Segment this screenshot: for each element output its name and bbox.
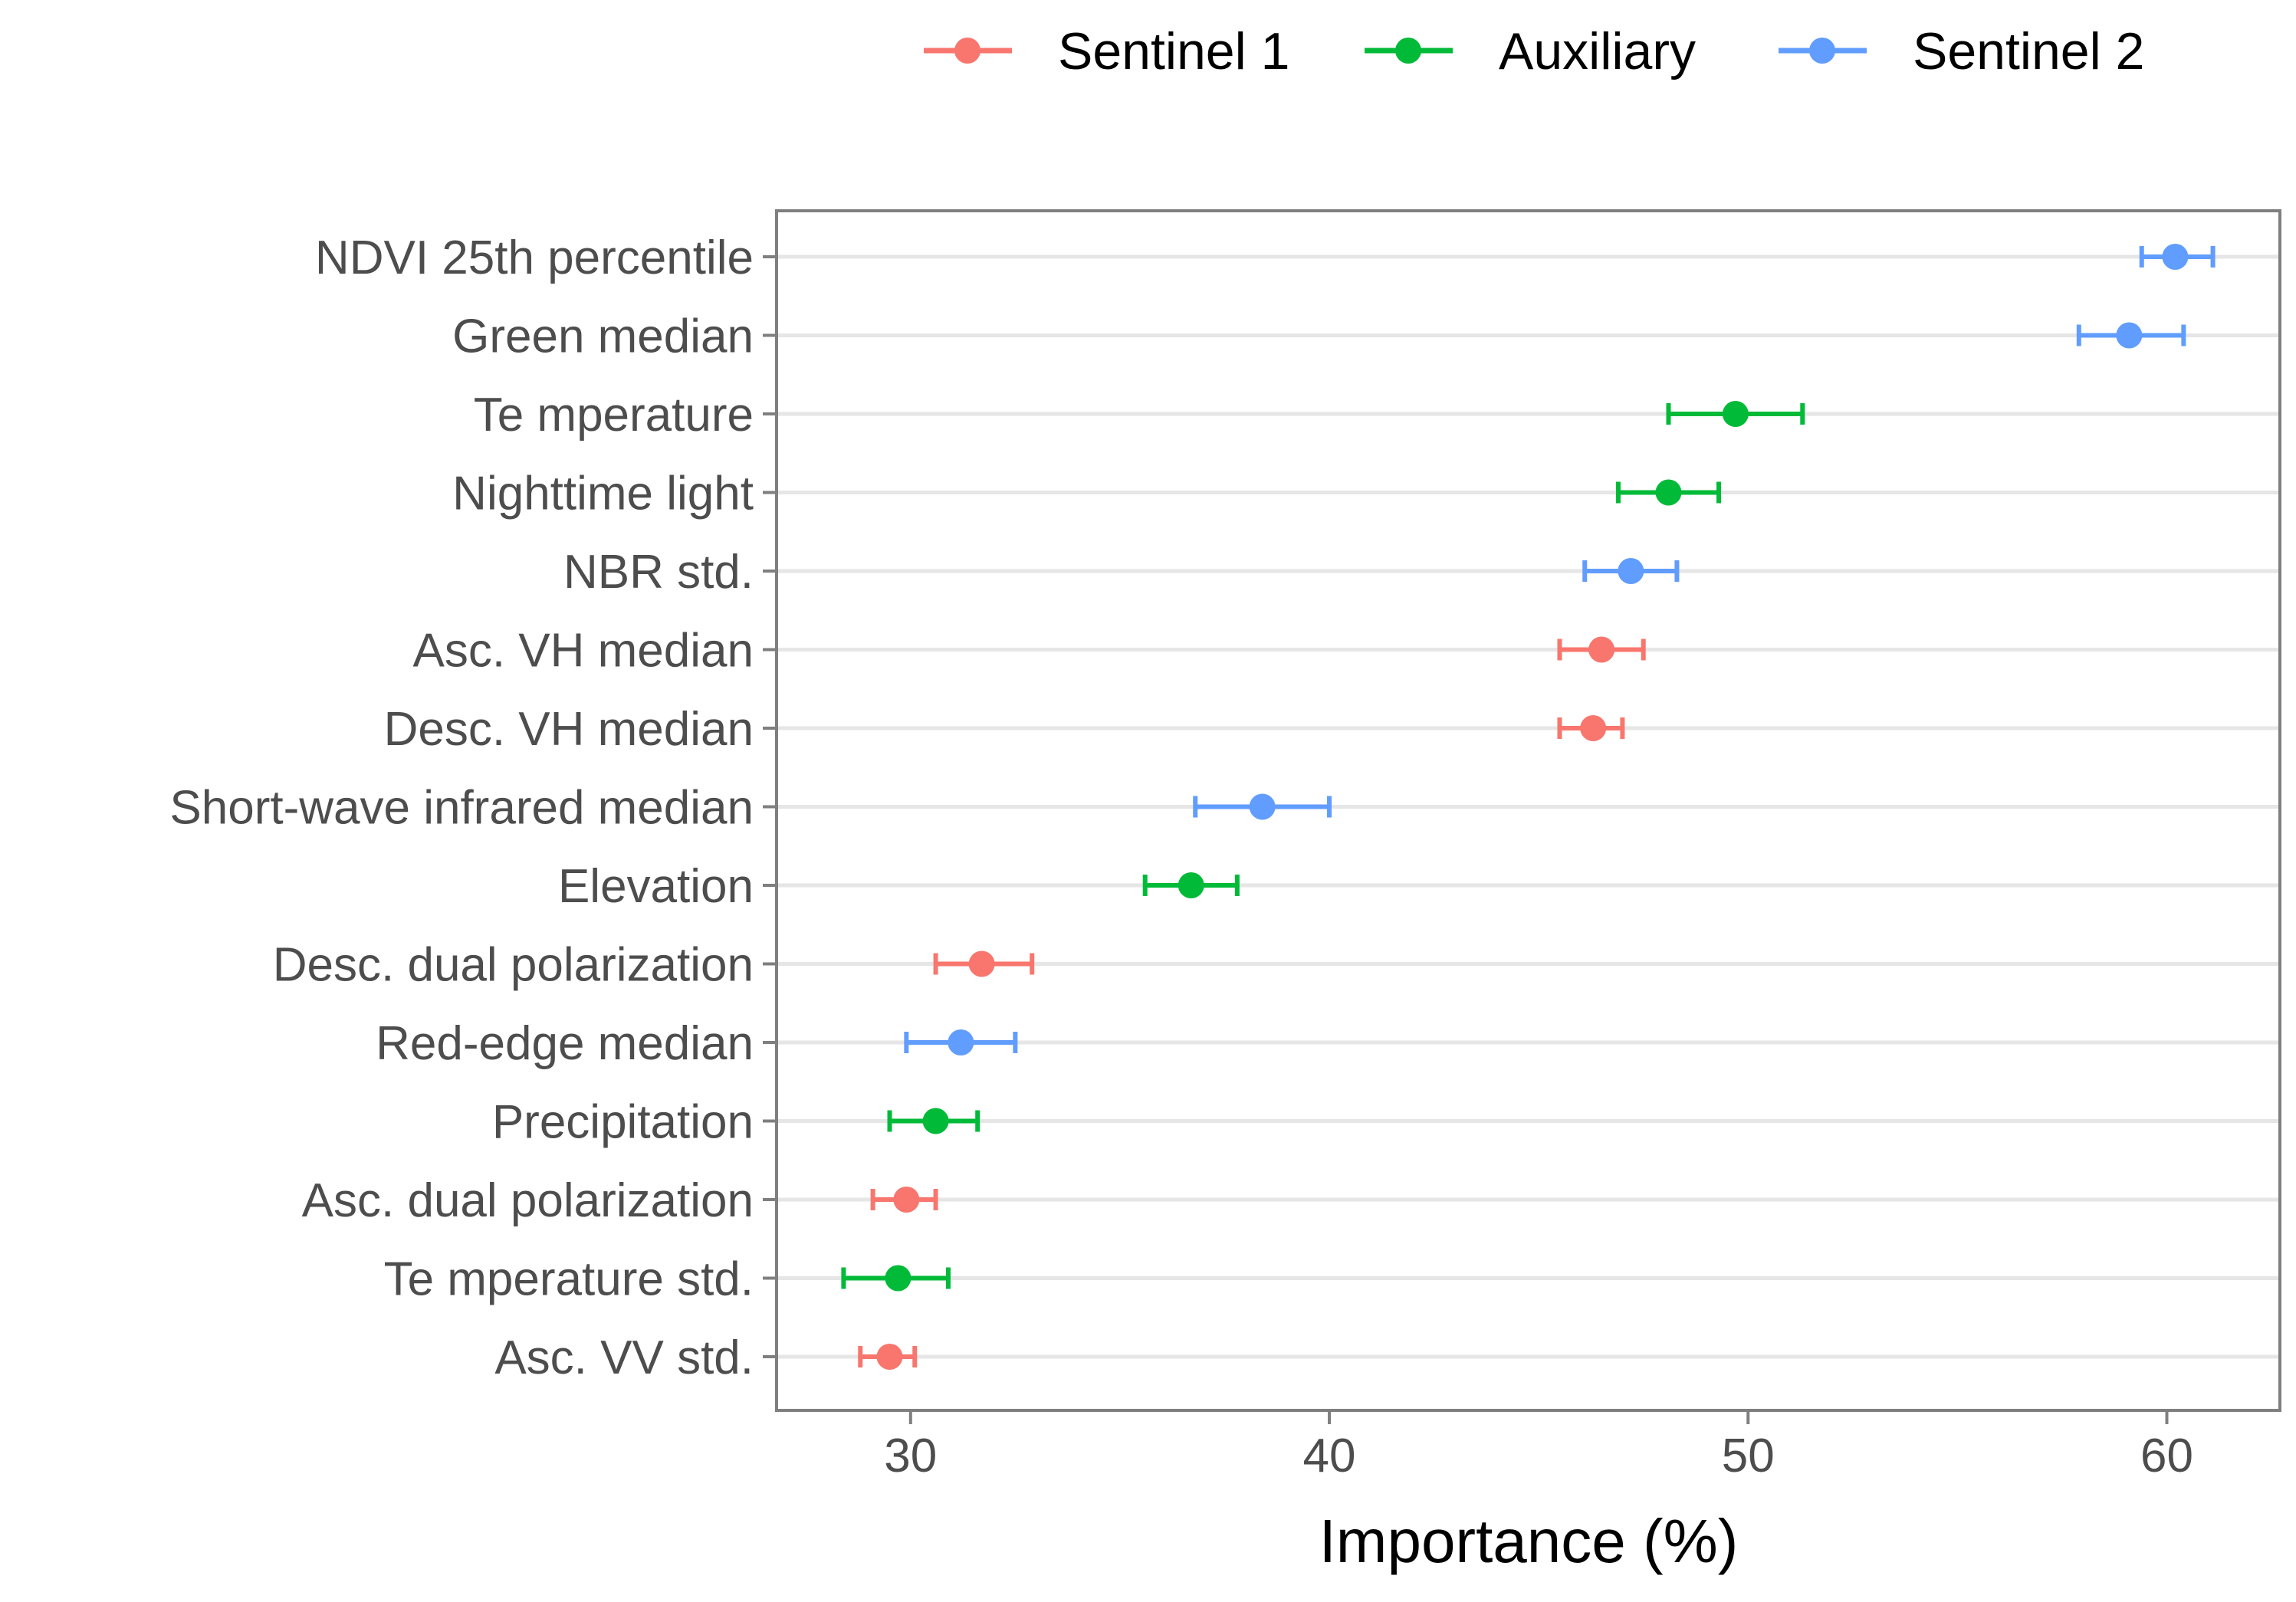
- x-tick-label-30: 30: [884, 1430, 937, 1482]
- legend-label-sentinel-2: Sentinel 2: [1913, 22, 2144, 80]
- point-asc-vv-std: [876, 1344, 903, 1370]
- plot-panel-border: [775, 209, 2281, 1412]
- point-asc-vh-median: [1588, 636, 1615, 663]
- y-tick-label-desc-vh-median: Desc. VH median: [384, 703, 754, 756]
- y-tick-label-desc-dual-polarization: Desc. dual polarization: [273, 939, 754, 992]
- y-tick-label-asc-dual-polarization: Asc. dual polarization: [302, 1174, 754, 1227]
- legend-key-point-sentinel-2: [1809, 38, 1835, 64]
- point-nighttime-light: [1655, 479, 1682, 506]
- point-green-median: [2116, 322, 2143, 349]
- y-tick-label-te-mperature: Te mperature: [474, 389, 754, 442]
- y-tick-label-nighttime-light: Nighttime light: [452, 468, 754, 520]
- y-tick-label-green-median: Green median: [452, 310, 754, 363]
- y-tick-label-elevation: Elevation: [558, 860, 754, 913]
- y-tick-label-nbr-std: NBR std.: [563, 546, 754, 599]
- y-tick-label-asc-vv-std: Asc. VV std.: [494, 1331, 754, 1384]
- y-tick-label-ndvi-25th-percentile: NDVI 25th percentile: [315, 231, 754, 284]
- gridlines: [777, 254, 2280, 1359]
- legend-label-sentinel-1: Sentinel 1: [1058, 22, 1289, 80]
- y-tick-label-precipitation: Precipitation: [492, 1096, 754, 1149]
- legend-key-point-auxiliary: [1395, 38, 1421, 64]
- point-asc-dual-polarization: [893, 1187, 920, 1213]
- point-ndvi-25th-percentile: [2162, 244, 2189, 270]
- legend-key-point-sentinel-1: [954, 38, 980, 64]
- point-nbr-std: [1618, 558, 1644, 584]
- point-elevation: [1178, 872, 1204, 898]
- point-desc-vh-median: [1580, 715, 1607, 741]
- y-tick-label-red-edge-median: Red-edge median: [376, 1017, 754, 1070]
- point-desc-dual-polarization: [968, 950, 995, 977]
- y-tick-label-te-mperature-std: Te mperature std.: [384, 1253, 754, 1306]
- point-te-mperature: [1722, 401, 1749, 427]
- x-tick-label-40: 40: [1303, 1430, 1356, 1482]
- x-tick-label-50: 50: [1722, 1430, 1775, 1482]
- point-precipitation: [922, 1108, 949, 1134]
- x-tick-label-60: 60: [2140, 1430, 2193, 1482]
- y-tick-label-short-wave-infrared-median: Short-wave infrared median: [169, 782, 754, 835]
- point-red-edge-median: [948, 1029, 974, 1055]
- y-tick-label-asc-vh-median: Asc. VH median: [412, 625, 754, 678]
- x-axis-title: Importance (%): [1319, 1507, 1739, 1575]
- point-short-wave-infrared-median: [1249, 793, 1276, 820]
- y-axis: NDVI 25th percentile Green median Te mpera…: [169, 231, 777, 1384]
- legend-label-auxiliary: Auxiliary: [1499, 22, 1696, 80]
- point-te-mperature-std: [885, 1265, 912, 1292]
- legend: Sentinel 1 Auxiliary Sentinel 2: [924, 22, 2144, 80]
- data-marks: [841, 244, 2216, 1370]
- x-axis: 30 40 50 60: [884, 1410, 2193, 1482]
